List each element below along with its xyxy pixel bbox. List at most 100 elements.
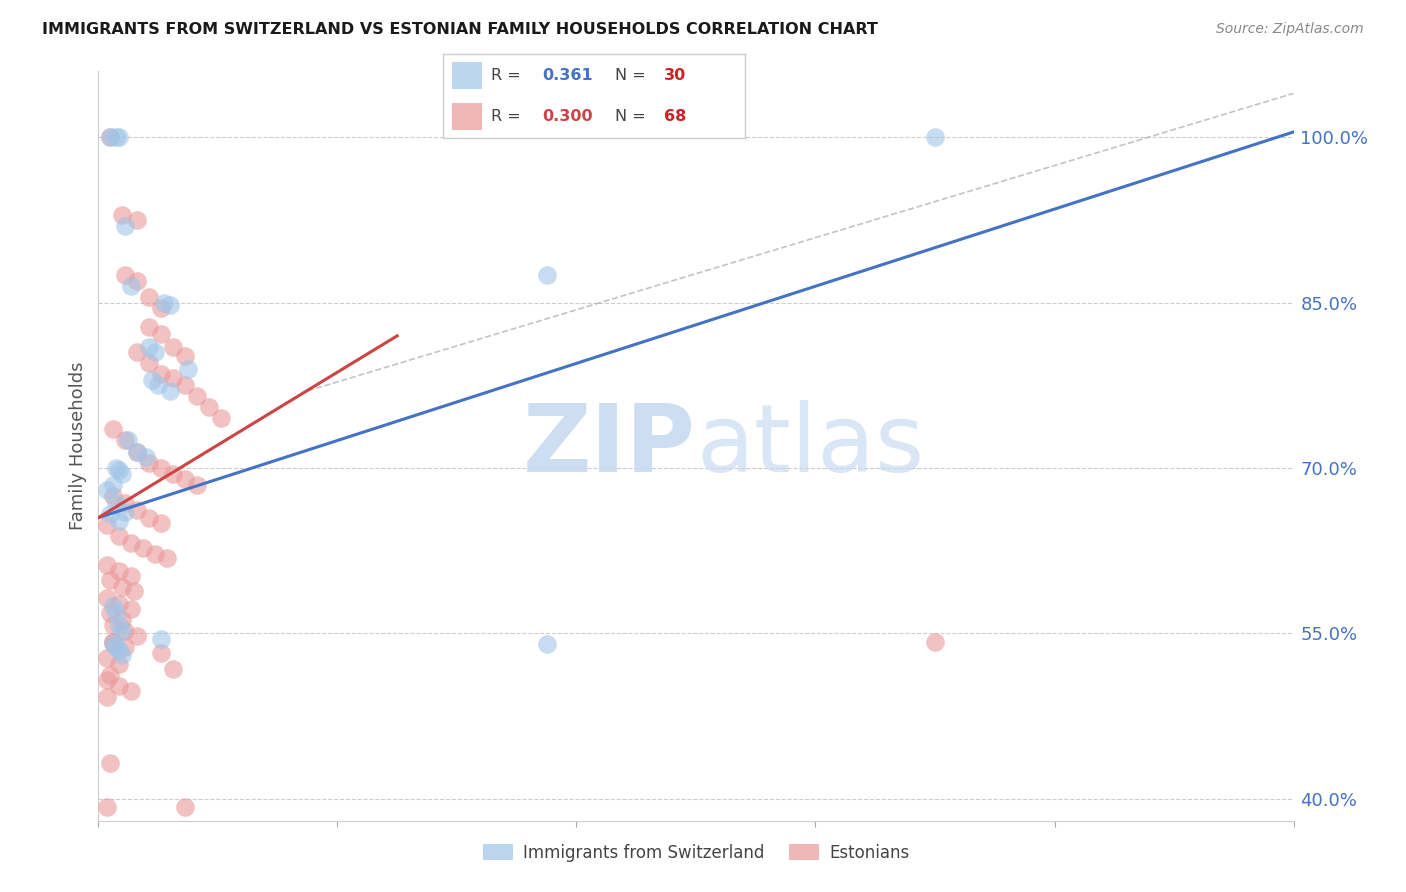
Point xyxy=(138,340,160,354)
Point xyxy=(138,356,160,370)
Point xyxy=(120,683,142,698)
Point xyxy=(111,613,134,627)
Point xyxy=(103,637,125,651)
Text: ZIP: ZIP xyxy=(523,400,696,492)
Point xyxy=(105,130,128,145)
Point xyxy=(209,411,232,425)
Text: 68: 68 xyxy=(664,109,686,124)
Point xyxy=(120,536,142,550)
Text: atlas: atlas xyxy=(696,400,924,492)
Point xyxy=(135,450,157,464)
Point xyxy=(105,640,128,654)
Point xyxy=(98,668,122,682)
Point xyxy=(98,756,122,771)
Point xyxy=(108,643,131,657)
Point xyxy=(156,551,179,566)
Point xyxy=(159,298,181,312)
Point xyxy=(114,640,136,654)
Point xyxy=(111,648,134,663)
Point xyxy=(108,679,131,693)
Point xyxy=(127,213,149,227)
Point xyxy=(174,800,197,814)
Point xyxy=(127,444,149,458)
Point xyxy=(111,580,134,594)
Point xyxy=(96,690,118,705)
Point xyxy=(536,268,558,283)
Point xyxy=(108,529,131,543)
Point xyxy=(114,505,136,519)
Point xyxy=(177,362,200,376)
Text: Source: ZipAtlas.com: Source: ZipAtlas.com xyxy=(1216,22,1364,37)
Point xyxy=(111,467,134,481)
Point xyxy=(127,503,149,517)
Point xyxy=(924,130,946,145)
Point xyxy=(174,349,197,363)
Point xyxy=(96,800,118,814)
Point xyxy=(105,607,128,621)
Point xyxy=(114,624,136,639)
Text: 0.361: 0.361 xyxy=(543,68,593,83)
Point xyxy=(198,401,221,415)
Point xyxy=(114,219,136,233)
Point xyxy=(143,547,166,561)
Point xyxy=(114,496,136,510)
Point xyxy=(98,130,122,145)
Point xyxy=(96,673,118,687)
Point xyxy=(153,295,176,310)
Point xyxy=(150,301,173,316)
Point xyxy=(162,340,184,354)
Point xyxy=(159,384,181,398)
Point xyxy=(186,477,208,491)
Y-axis label: Family Households: Family Households xyxy=(69,362,87,530)
Text: N =: N = xyxy=(616,109,651,124)
Point xyxy=(120,279,142,293)
Point xyxy=(105,496,128,510)
Point xyxy=(124,584,146,599)
Point xyxy=(103,477,125,491)
Point xyxy=(174,472,197,486)
Text: 30: 30 xyxy=(664,68,686,83)
Point xyxy=(96,591,118,605)
Point xyxy=(132,541,155,556)
Point xyxy=(103,599,125,613)
Point xyxy=(117,434,139,448)
Legend: Immigrants from Switzerland, Estonians: Immigrants from Switzerland, Estonians xyxy=(477,838,915,869)
Text: R =: R = xyxy=(491,109,526,124)
Point xyxy=(138,456,160,470)
Point xyxy=(98,130,122,145)
Point xyxy=(111,624,134,639)
Point xyxy=(108,617,131,632)
Point xyxy=(108,514,131,528)
Point xyxy=(162,467,184,481)
Point xyxy=(96,558,118,572)
Point xyxy=(96,483,118,497)
Text: N =: N = xyxy=(616,68,651,83)
Point xyxy=(138,290,160,304)
Point xyxy=(536,637,558,651)
Point xyxy=(103,617,125,632)
Point xyxy=(150,368,173,382)
Point xyxy=(98,574,122,588)
Point xyxy=(924,635,946,649)
Point xyxy=(108,564,131,578)
Point xyxy=(150,326,173,341)
Point xyxy=(98,508,122,522)
Point xyxy=(150,516,173,530)
Text: IMMIGRANTS FROM SWITZERLAND VS ESTONIAN FAMILY HOUSEHOLDS CORRELATION CHART: IMMIGRANTS FROM SWITZERLAND VS ESTONIAN … xyxy=(42,22,879,37)
Point xyxy=(108,463,131,477)
Point xyxy=(114,268,136,283)
Point xyxy=(108,657,131,672)
Point xyxy=(150,646,173,660)
Point xyxy=(127,345,149,359)
Point xyxy=(120,569,142,583)
Point xyxy=(96,650,118,665)
Point xyxy=(148,378,170,392)
Point xyxy=(127,274,149,288)
Point xyxy=(174,378,197,392)
Point xyxy=(105,461,128,475)
Point xyxy=(127,444,149,458)
Bar xyxy=(451,62,482,89)
Point xyxy=(138,510,160,524)
Point xyxy=(96,518,118,533)
Point xyxy=(103,635,125,649)
